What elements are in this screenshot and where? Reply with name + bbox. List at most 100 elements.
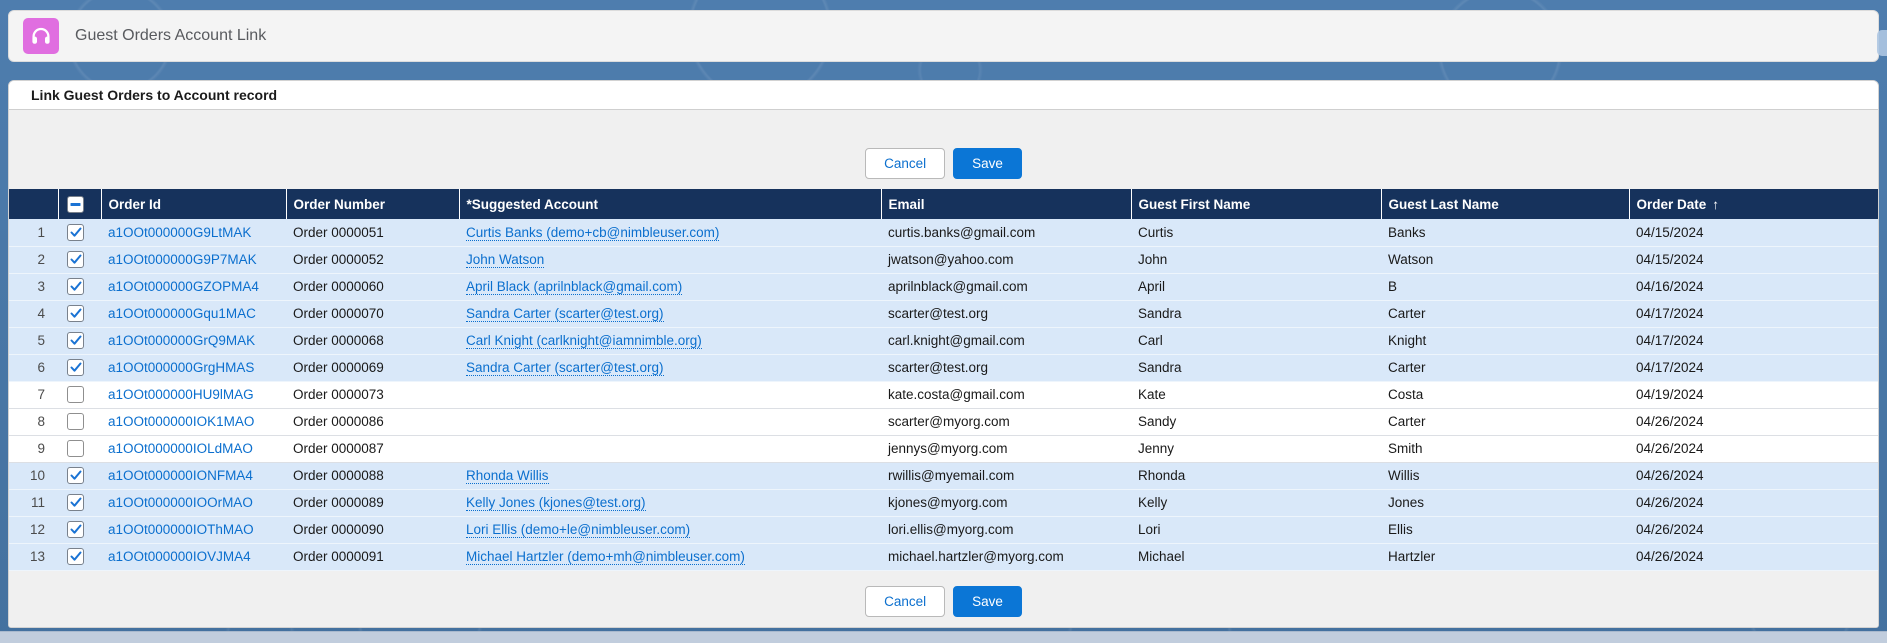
suggested-account-link[interactable]: Sandra Carter (scarter@test.org): [466, 306, 664, 322]
row-number: 11: [9, 489, 58, 517]
guest-first-name-cell: Kate: [1131, 381, 1381, 409]
row-select-cell: [58, 246, 101, 274]
order-id-link[interactable]: a1OOt000000GrgHMAS: [108, 360, 255, 375]
order-id-link[interactable]: a1OOt000000IONFMA4: [108, 468, 253, 483]
row-number: 6: [9, 354, 58, 382]
row-select-cell: [58, 300, 101, 328]
order-id-cell: a1OOt000000IOLdMAO: [101, 435, 286, 463]
order-date-cell: 04/26/2024: [1629, 489, 1878, 517]
suggested-account-link[interactable]: Rhonda Willis: [466, 468, 549, 484]
suggested-account-link[interactable]: Lori Ellis (demo+le@nimbleuser.com): [466, 522, 691, 538]
suggested-account-link[interactable]: Kelly Jones (kjones@test.org): [466, 495, 646, 511]
bottom-action-bar: Cancel Save: [9, 570, 1878, 627]
email-cell: scarter@myorg.com: [881, 408, 1131, 436]
vertical-scrollbar-thumb[interactable]: [1877, 30, 1887, 56]
row-checkbox[interactable]: [67, 278, 84, 295]
row-checkbox[interactable]: [67, 332, 84, 349]
order-date-cell: 04/26/2024: [1629, 543, 1878, 571]
column-header-order-number[interactable]: Order Number: [286, 189, 460, 219]
headset-icon: [23, 18, 59, 54]
guest-first-name-cell: Kelly: [1131, 489, 1381, 517]
order-id-link[interactable]: a1OOt000000IOLdMAO: [108, 441, 253, 456]
row-number: 13: [9, 543, 58, 571]
guest-last-name-cell: Willis: [1381, 462, 1629, 490]
order-date-cell: 04/17/2024: [1629, 300, 1878, 328]
table-row: 4 a1OOt000000Gqu1MAC Order 0000070 Sandra C…: [9, 300, 1878, 328]
column-header--suggested-account[interactable]: *Suggested Account: [459, 189, 882, 219]
order-id-link[interactable]: a1OOt000000GZOPMA4: [108, 279, 259, 294]
row-select-cell: [58, 354, 101, 382]
guest-first-name-cell: Rhonda: [1131, 462, 1381, 490]
guest-last-name-cell: Carter: [1381, 408, 1629, 436]
order-date-cell: 04/17/2024: [1629, 354, 1878, 382]
order-date-cell: 04/19/2024: [1629, 381, 1878, 409]
suggested-account-cell: [459, 408, 881, 436]
column-header-guest-last-name[interactable]: Guest Last Name: [1381, 189, 1630, 219]
row-number: 9: [9, 435, 58, 463]
order-number-cell: Order 0000091: [286, 543, 459, 571]
table-row: 3 a1OOt000000GZOPMA4 Order 0000060 April Bl…: [9, 273, 1878, 301]
email-cell: kjones@myorg.com: [881, 489, 1131, 517]
order-number-cell: Order 0000087: [286, 435, 459, 463]
save-button[interactable]: Save: [953, 586, 1022, 617]
table-row: 6 a1OOt000000GrgHMAS Order 0000069 Sandra C…: [9, 354, 1878, 382]
order-id-cell: a1OOt000000G9P7MAK: [101, 246, 286, 274]
row-checkbox[interactable]: [67, 494, 84, 511]
order-number-cell: Order 0000086: [286, 408, 459, 436]
order-id-link[interactable]: a1OOt000000IOK1MAO: [108, 414, 255, 429]
row-checkbox[interactable]: [67, 386, 84, 403]
row-select-cell: [58, 462, 101, 490]
guest-first-name-cell: Carl: [1131, 327, 1381, 355]
horizontal-scrollbar[interactable]: [0, 631, 1887, 643]
suggested-account-link[interactable]: Sandra Carter (scarter@test.org): [466, 360, 664, 376]
suggested-account-link[interactable]: Michael Hartzler (demo+mh@nimbleuser.com…: [466, 549, 745, 565]
column-header-order-date[interactable]: Order Date ↑: [1629, 189, 1878, 219]
suggested-account-link[interactable]: Carl Knight (carlknight@iamnimble.org): [466, 333, 702, 349]
row-select-cell: [58, 435, 101, 463]
order-date-cell: 04/26/2024: [1629, 408, 1878, 436]
cancel-button[interactable]: Cancel: [865, 586, 946, 617]
order-id-link[interactable]: a1OOt000000IOOrMAO: [108, 495, 253, 510]
suggested-account-cell: Kelly Jones (kjones@test.org): [459, 489, 881, 517]
order-id-link[interactable]: a1OOt000000IOThMAO: [108, 522, 254, 537]
guest-first-name-cell: Sandy: [1131, 408, 1381, 436]
row-checkbox[interactable]: [67, 521, 84, 538]
sort-asc-arrow-icon: ↑: [1712, 196, 1720, 212]
row-checkbox[interactable]: [67, 413, 84, 430]
suggested-account-link[interactable]: April Black (aprilnblack@gmail.com): [466, 279, 683, 295]
order-id-link[interactable]: a1OOt000000IOVJMA4: [108, 549, 251, 564]
column-header-guest-first-name[interactable]: Guest First Name: [1131, 189, 1382, 219]
order-number-cell: Order 0000073: [286, 381, 459, 409]
row-number: 7: [9, 381, 58, 409]
order-id-link[interactable]: a1OOt000000G9P7MAK: [108, 252, 257, 267]
row-number: 1: [9, 219, 58, 247]
select-all-checkbox[interactable]: [66, 195, 84, 213]
email-cell: carl.knight@gmail.com: [881, 327, 1131, 355]
column-header-order-id[interactable]: Order Id: [101, 189, 287, 219]
row-checkbox[interactable]: [67, 359, 84, 376]
row-checkbox[interactable]: [67, 467, 84, 484]
guest-last-name-cell: Carter: [1381, 300, 1629, 328]
order-id-link[interactable]: a1OOt000000GrQ9MAK: [108, 333, 256, 348]
guest-first-name-cell: Jenny: [1131, 435, 1381, 463]
cancel-button[interactable]: Cancel: [865, 148, 946, 179]
order-id-link[interactable]: a1OOt000000Gqu1MAC: [108, 306, 256, 321]
row-checkbox[interactable]: [67, 251, 84, 268]
guest-last-name-cell: Hartzler: [1381, 543, 1629, 571]
row-checkbox[interactable]: [67, 440, 84, 457]
top-action-bar: Cancel Save: [9, 110, 1878, 189]
suggested-account-link[interactable]: Curtis Banks (demo+cb@nimbleuser.com): [466, 224, 720, 241]
row-checkbox[interactable]: [67, 548, 84, 565]
suggested-account-link[interactable]: John Watson: [466, 252, 545, 268]
order-id-link[interactable]: a1OOt000000HU9lMAG: [108, 387, 254, 402]
row-select-cell: [58, 408, 101, 436]
order-number-cell: Order 0000051: [286, 219, 459, 247]
order-id-cell: a1OOt000000GrQ9MAK: [101, 327, 286, 355]
row-select-cell: [58, 543, 101, 571]
column-header-email[interactable]: Email: [881, 189, 1132, 219]
order-date-cell: 04/26/2024: [1629, 435, 1878, 463]
row-checkbox[interactable]: [67, 223, 84, 241]
save-button[interactable]: Save: [953, 148, 1022, 179]
order-id-link[interactable]: a1OOt000000G9LtMAK: [108, 224, 252, 240]
row-checkbox[interactable]: [67, 305, 84, 322]
